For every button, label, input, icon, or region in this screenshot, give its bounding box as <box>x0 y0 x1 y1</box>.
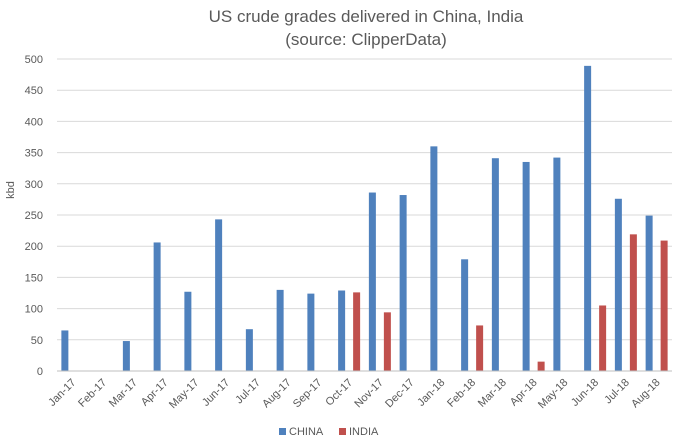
bar-india-jul-18 <box>629 234 637 371</box>
gridlines <box>57 58 672 341</box>
y-axis-ticks: 0 50 100 150 200 250 300 350 400 450 500 <box>25 54 43 378</box>
bar-china-jul-18 <box>614 198 622 371</box>
x-tick-label: Aug-18 <box>629 377 663 411</box>
legend-label-india: INDIA <box>349 426 379 438</box>
bar-china-mar-17 <box>122 341 130 371</box>
bars <box>61 65 668 371</box>
x-tick-label: May-18 <box>536 377 570 411</box>
y-tick-label: 450 <box>25 85 43 97</box>
y-tick-label: 250 <box>25 210 43 222</box>
bar-india-nov-17 <box>383 312 391 371</box>
x-tick-label: Jan-18 <box>415 377 447 409</box>
bar-china-apr-18 <box>522 161 530 371</box>
bar-india-feb-18 <box>476 325 484 371</box>
y-tick-label: 400 <box>25 116 43 128</box>
x-tick-label: Apr-18 <box>508 377 540 409</box>
legend-swatch-china <box>279 428 286 435</box>
x-tick-label: Mar-17 <box>107 377 140 410</box>
bar-china-jan-17 <box>61 330 69 371</box>
bar-china-nov-17 <box>368 192 376 371</box>
bar-india-jun-18 <box>599 305 607 371</box>
bar-china-jun-17 <box>215 219 223 371</box>
y-tick-label: 500 <box>25 54 43 66</box>
bar-china-may-18 <box>553 157 561 371</box>
y-tick-label: 200 <box>25 241 43 253</box>
x-tick-label: Feb-17 <box>76 377 109 410</box>
x-tick-label: Jun-18 <box>569 377 601 409</box>
bar-china-jul-17 <box>245 329 253 371</box>
bar-china-dec-17 <box>399 195 407 371</box>
x-tick-label: Feb-18 <box>445 377 478 410</box>
x-tick-label: Nov-17 <box>352 377 386 411</box>
x-tick-label: Oct-17 <box>323 377 355 409</box>
bar-china-jun-18 <box>584 65 592 371</box>
y-tick-label: 350 <box>25 148 43 160</box>
y-tick-label: 0 <box>37 366 43 378</box>
legend-label-china: CHINA <box>289 426 324 438</box>
x-tick-label: Mar-18 <box>476 377 509 410</box>
bar-india-apr-18 <box>537 361 545 371</box>
legend: CHINA INDIA <box>279 426 379 438</box>
bar-china-jan-18 <box>430 146 438 371</box>
x-tick-label: Jan-17 <box>46 377 78 409</box>
x-tick-label: Jun-17 <box>200 377 232 409</box>
bar-china-oct-17 <box>338 290 346 371</box>
bar-china-mar-18 <box>491 158 499 371</box>
bar-china-sep-17 <box>307 293 315 371</box>
bar-india-aug-18 <box>660 240 668 371</box>
y-tick-label: 100 <box>25 304 43 316</box>
x-tick-label: Sep-17 <box>291 377 325 411</box>
legend-swatch-india <box>339 428 346 435</box>
bar-china-apr-17 <box>153 242 161 371</box>
y-tick-label: 50 <box>31 335 43 347</box>
bar-china-may-17 <box>184 291 192 371</box>
chart-subtitle: (source: ClipperData) <box>285 30 447 49</box>
x-tick-label: Jul-17 <box>233 377 263 407</box>
x-tick-label: May-17 <box>167 377 201 411</box>
bar-china-feb-18 <box>461 259 469 371</box>
x-tick-label: Apr-17 <box>139 377 171 409</box>
y-tick-label: 300 <box>25 179 43 191</box>
x-tick-label: Aug-17 <box>260 377 294 411</box>
bar-china-aug-18 <box>645 215 653 371</box>
x-tick-label: Dec-17 <box>383 377 417 411</box>
bar-india-oct-17 <box>353 292 361 371</box>
chart-title: US crude grades delivered in China, Indi… <box>209 7 524 26</box>
bar-china-aug-17 <box>276 289 284 371</box>
x-tick-label: Jul-18 <box>602 377 632 407</box>
y-tick-label: 150 <box>25 272 43 284</box>
y-axis-label: kbd <box>5 181 17 199</box>
